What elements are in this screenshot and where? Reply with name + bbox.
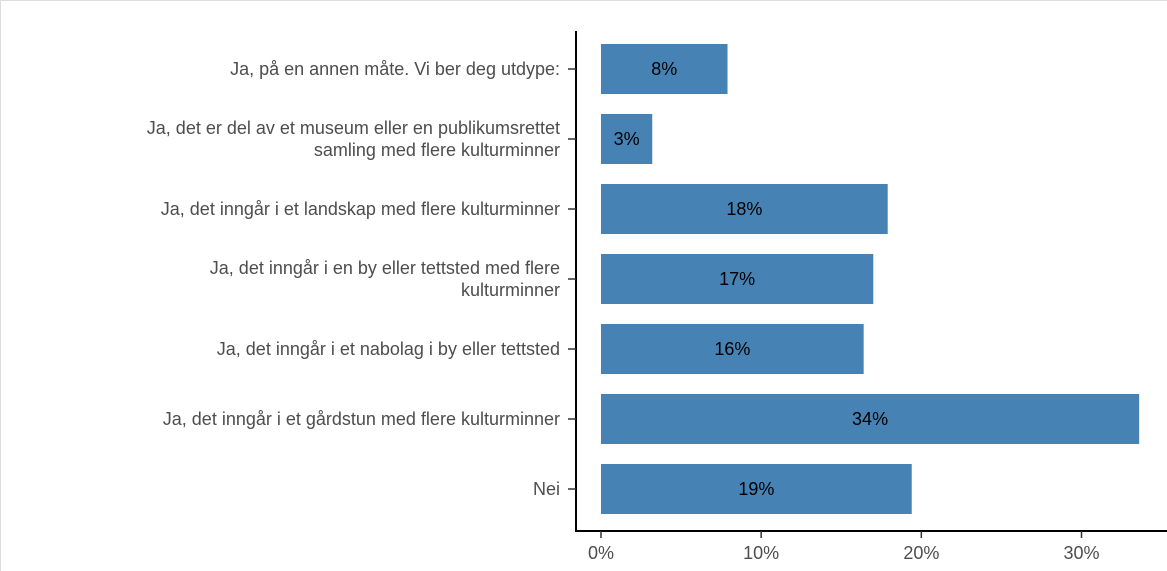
- bar: [600, 464, 912, 514]
- y-tick-label: Ja, det inngår i et nabolag i by eller t…: [216, 339, 560, 359]
- bar: [600, 44, 728, 94]
- y-tick-label: Ja, på en annen måte. Vi ber deg utdype:: [230, 59, 560, 79]
- y-tick-label: Nei: [532, 479, 560, 499]
- bar: [600, 184, 888, 234]
- y-tick-label: Ja, det inngår i et gårdstun med flere k…: [162, 409, 560, 429]
- x-tick-label: 20%: [903, 543, 939, 563]
- value-label: 34%: [852, 409, 888, 429]
- value-label: 8%: [651, 59, 677, 79]
- x-tick-label: 30%: [1063, 543, 1099, 563]
- value-label: 16%: [714, 339, 750, 359]
- bar: [600, 114, 653, 164]
- value-label: 19%: [738, 479, 774, 499]
- value-label: 17%: [719, 269, 755, 289]
- x-tick-label: 0%: [588, 543, 614, 563]
- y-tick-label: Ja, det er del av et museum eller en pub…: [146, 118, 560, 160]
- value-label: 18%: [726, 199, 762, 219]
- value-label: 3%: [614, 129, 640, 149]
- bar: [600, 324, 864, 374]
- bar: [600, 254, 874, 304]
- bar: [600, 394, 1140, 444]
- y-tick-label: Ja, det inngår i et landskap med flere k…: [160, 199, 560, 219]
- y-tick-label: Ja, det inngår i en by eller tettsted me…: [209, 258, 560, 300]
- x-tick-label: 10%: [743, 543, 779, 563]
